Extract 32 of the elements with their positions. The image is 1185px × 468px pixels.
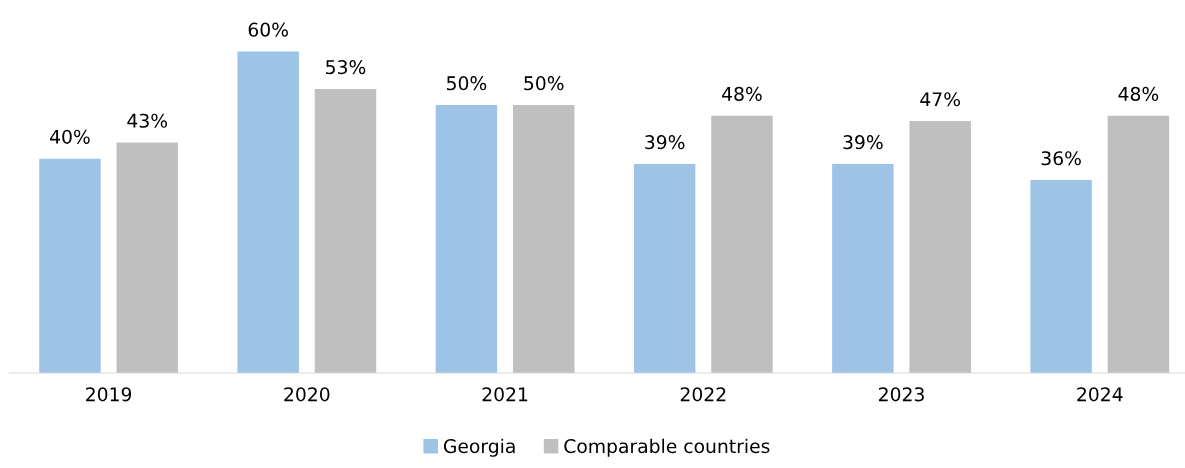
data-label: 50% bbox=[447, 76, 487, 91]
bar bbox=[909, 121, 971, 373]
bar bbox=[633, 163, 696, 373]
data-label: 36% bbox=[1041, 151, 1081, 166]
bar bbox=[1107, 115, 1170, 373]
data-label: 43% bbox=[127, 113, 168, 128]
bar bbox=[1030, 180, 1092, 373]
data-label: 60% bbox=[248, 22, 288, 37]
x-tick-label: 2024 bbox=[1077, 387, 1123, 402]
bar bbox=[237, 51, 299, 373]
x-tick-label: 2020 bbox=[284, 387, 330, 402]
bar bbox=[314, 88, 377, 373]
data-label: 53% bbox=[326, 60, 366, 75]
data-label: 39% bbox=[843, 135, 883, 150]
bar bbox=[711, 115, 773, 373]
x-tick-label: 2019 bbox=[86, 387, 132, 402]
bar bbox=[512, 105, 575, 373]
bar bbox=[39, 158, 101, 373]
data-label: 48% bbox=[722, 86, 762, 102]
x-tick-label: 2022 bbox=[680, 387, 726, 402]
bar bbox=[832, 163, 894, 373]
data-label: 48% bbox=[1118, 86, 1159, 102]
data-label: 50% bbox=[524, 76, 564, 91]
legend-label: Georgia bbox=[443, 438, 515, 457]
x-tick-label: 2021 bbox=[482, 387, 528, 402]
data-label: 47% bbox=[920, 92, 960, 107]
data-label: 40% bbox=[50, 129, 90, 144]
bar bbox=[116, 142, 178, 373]
bar bbox=[435, 105, 498, 373]
x-tick-label: 2023 bbox=[879, 387, 924, 402]
legend-label: Comparable countries bbox=[564, 438, 770, 457]
data-label: 39% bbox=[645, 135, 685, 150]
